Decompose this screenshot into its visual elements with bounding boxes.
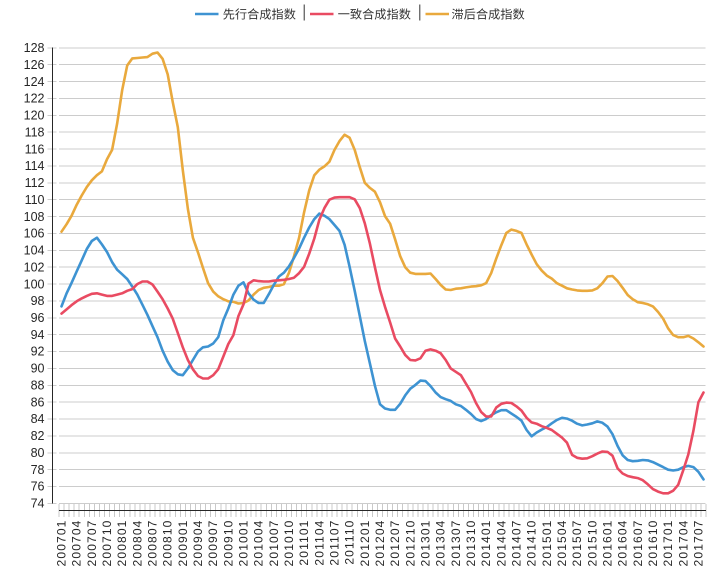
svg-text:94: 94	[31, 328, 45, 342]
svg-text:122: 122	[24, 92, 45, 106]
svg-text:112: 112	[25, 176, 45, 190]
svg-text:201701: 201701	[661, 520, 675, 567]
svg-text:201404: 201404	[494, 520, 508, 567]
svg-text:200801: 200801	[115, 520, 129, 567]
svg-text:108: 108	[24, 210, 45, 224]
svg-text:90: 90	[31, 362, 45, 376]
svg-text:114: 114	[25, 159, 45, 173]
svg-text:102: 102	[24, 260, 45, 274]
svg-text:200907: 200907	[206, 520, 220, 567]
svg-text:201504: 201504	[555, 520, 569, 567]
svg-text:201310: 201310	[464, 520, 478, 567]
svg-text:110: 110	[25, 193, 45, 207]
svg-text:201201: 201201	[358, 520, 372, 567]
svg-text:116: 116	[25, 142, 45, 156]
svg-text:201601: 201601	[601, 520, 615, 567]
svg-text:100: 100	[24, 277, 45, 291]
svg-text:201507: 201507	[570, 520, 584, 567]
svg-text:200710: 200710	[100, 520, 114, 567]
svg-text:86: 86	[31, 395, 45, 409]
svg-text:74: 74	[31, 497, 45, 511]
svg-text:201610: 201610	[646, 520, 660, 567]
svg-text:201410: 201410	[525, 520, 539, 567]
svg-text:201501: 201501	[540, 520, 554, 567]
svg-text:201101: 201101	[297, 520, 311, 566]
svg-text:201204: 201204	[373, 520, 387, 567]
svg-text:80: 80	[31, 446, 45, 460]
svg-text:201110: 201110	[343, 520, 357, 565]
svg-text:84: 84	[31, 412, 45, 426]
svg-text:201604: 201604	[616, 520, 630, 567]
svg-text:201004: 201004	[252, 520, 266, 567]
svg-text:201307: 201307	[449, 520, 463, 567]
svg-text:200810: 200810	[161, 520, 175, 567]
svg-text:126: 126	[24, 58, 45, 72]
svg-text:200701: 200701	[55, 520, 69, 567]
svg-text:201704: 201704	[676, 520, 690, 567]
svg-text:92: 92	[31, 345, 45, 359]
svg-text:82: 82	[31, 429, 45, 443]
svg-text:201607: 201607	[631, 520, 645, 567]
svg-text:201007: 201007	[267, 520, 281, 567]
svg-text:78: 78	[31, 463, 45, 477]
svg-text:88: 88	[31, 379, 45, 393]
svg-text:76: 76	[31, 480, 45, 494]
svg-text:104: 104	[24, 244, 45, 258]
svg-text:200910: 200910	[221, 520, 235, 567]
svg-text:201210: 201210	[403, 520, 417, 567]
svg-text:128: 128	[24, 41, 45, 55]
svg-text:200707: 200707	[85, 520, 99, 567]
svg-text:106: 106	[24, 227, 45, 241]
svg-text:201401: 201401	[479, 520, 493, 567]
svg-text:201707: 201707	[691, 520, 705, 567]
svg-text:200807: 200807	[146, 520, 160, 567]
svg-text:201304: 201304	[434, 520, 448, 567]
svg-text:96: 96	[31, 311, 45, 325]
svg-text:201407: 201407	[510, 520, 524, 567]
svg-text:120: 120	[24, 109, 45, 123]
svg-text:201010: 201010	[282, 520, 296, 567]
svg-text:124: 124	[24, 75, 45, 89]
svg-text:201301: 201301	[419, 520, 433, 567]
svg-text:200904: 200904	[191, 520, 205, 567]
svg-text:201104: 201104	[312, 520, 326, 566]
svg-text:201107: 201107	[328, 520, 342, 566]
svg-text:200704: 200704	[70, 520, 84, 567]
svg-text:201510: 201510	[585, 520, 599, 567]
svg-text:201001: 201001	[237, 520, 251, 567]
svg-text:118: 118	[25, 125, 45, 139]
svg-text:201207: 201207	[388, 520, 402, 567]
svg-text:200804: 200804	[130, 520, 144, 567]
svg-text:98: 98	[31, 294, 45, 308]
svg-text:200901: 200901	[176, 520, 190, 567]
